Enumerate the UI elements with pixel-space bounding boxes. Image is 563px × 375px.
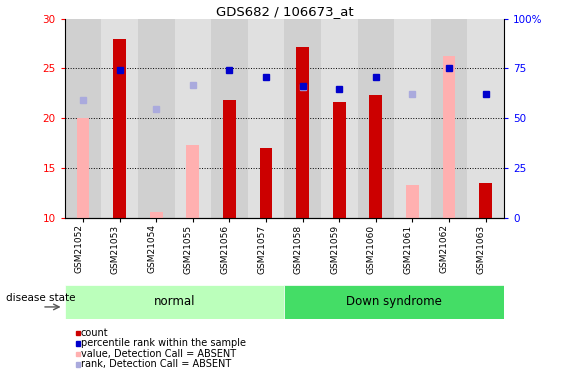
Text: rank, Detection Call = ABSENT: rank, Detection Call = ABSENT	[81, 359, 231, 369]
Text: percentile rank within the sample: percentile rank within the sample	[81, 338, 245, 348]
Text: disease state: disease state	[6, 293, 75, 303]
Bar	[211, 19, 248, 217]
Bar	[101, 19, 138, 217]
Bar	[296, 46, 309, 217]
Bar	[284, 285, 504, 319]
Bar	[333, 102, 346, 218]
Bar	[358, 19, 394, 217]
Bar	[406, 185, 419, 218]
Bar	[113, 39, 126, 218]
Bar	[284, 19, 321, 217]
Bar	[186, 145, 199, 218]
Bar	[65, 285, 284, 319]
Bar	[150, 211, 163, 217]
Text: Down syndrome: Down syndrome	[346, 296, 442, 308]
Bar	[248, 19, 284, 217]
Text: normal: normal	[154, 296, 195, 308]
Bar	[443, 56, 455, 217]
Bar	[479, 183, 492, 218]
Title: GDS682 / 106673_at: GDS682 / 106673_at	[216, 4, 353, 18]
Bar	[138, 19, 175, 217]
Bar	[260, 148, 272, 217]
Bar	[431, 19, 467, 217]
Bar	[77, 118, 90, 218]
Bar	[65, 19, 101, 217]
Bar	[394, 19, 431, 217]
Bar	[321, 19, 358, 217]
Bar	[369, 95, 382, 218]
Bar	[175, 19, 211, 217]
Text: count: count	[81, 328, 108, 338]
Bar	[467, 19, 504, 217]
Text: value, Detection Call = ABSENT: value, Detection Call = ABSENT	[81, 349, 236, 359]
Bar	[223, 100, 236, 218]
